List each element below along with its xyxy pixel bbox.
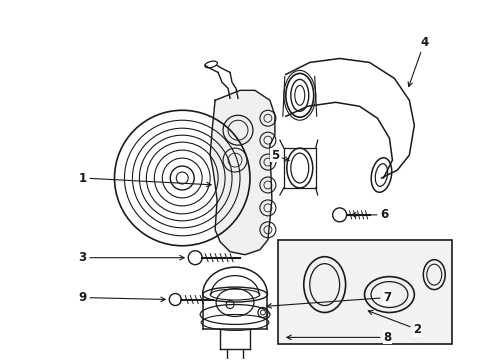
Text: 4: 4 <box>407 36 427 86</box>
Polygon shape <box>210 90 274 255</box>
Text: 1: 1 <box>79 171 211 187</box>
Text: 6: 6 <box>351 208 388 221</box>
Text: 9: 9 <box>79 291 165 304</box>
Text: 7: 7 <box>266 291 391 308</box>
Text: 2: 2 <box>367 310 421 336</box>
Text: 3: 3 <box>79 251 184 264</box>
Bar <box>277 240 451 345</box>
Text: 5: 5 <box>270 149 288 162</box>
Text: 8: 8 <box>286 331 391 344</box>
